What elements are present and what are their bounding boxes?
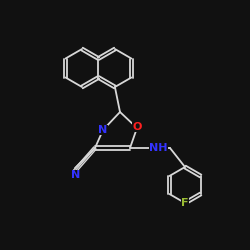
Text: NH: NH <box>149 143 168 153</box>
Text: N: N <box>98 125 108 135</box>
Text: N: N <box>72 170 80 180</box>
Text: O: O <box>132 122 142 132</box>
Text: F: F <box>181 198 189 208</box>
